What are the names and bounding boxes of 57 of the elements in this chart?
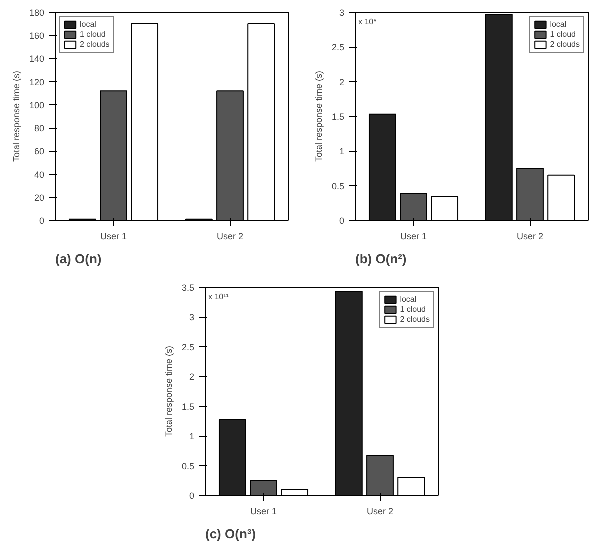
y-axis-title: Total response time (s) [314,70,324,162]
x-tick-label: User 2 [516,232,544,242]
bar [548,174,576,220]
bar [248,24,276,220]
bar [368,114,396,220]
text: (a) O(n) [56,252,102,266]
y-tick-label: 2 [339,77,345,88]
y-tick-label: 3 [339,8,345,18]
y-tick-label: 140 [29,54,45,64]
y-tick-label: 0.5 [332,181,345,192]
x-tick-label: User 1 [400,232,428,242]
legend-label: 1 cloud [80,30,106,39]
y-tick-label: 100 [29,100,45,110]
y-tick-label: 180 [29,8,45,18]
y-tick-label: 1 [189,432,195,442]
y-tick-label: 120 [29,77,45,88]
y-tick-label: 0 [39,216,45,226]
y-tick-label: 20 [34,192,45,203]
x-tick-label: User 1 [100,232,128,242]
legend-label: 2 clouds [80,40,110,49]
y-tick-label: 0.5 [182,461,195,472]
y-axis-title: Total response time (s) [11,70,22,162]
legend-label: 1 cloud [550,30,576,39]
y-tick-label: 0 [339,216,345,226]
legend-label: local [80,20,98,29]
legend-label: 2 clouds [400,315,430,324]
legend-label: local [550,20,568,29]
legend-label: 2 clouds [550,40,580,49]
y-tick-label: 160 [29,31,45,42]
y-tick-label: 3 [189,312,195,323]
y-tick-label: 1.5 [332,112,345,122]
y-tick-label: 0 [189,491,195,501]
y-axis-title: Total response time (s) [164,346,174,438]
y-tick-label: 2.5 [182,342,195,352]
y-tick-label: 60 [34,146,45,157]
y-tick-label: 80 [34,124,45,134]
y-tick-label: 3.5 [182,283,195,293]
text: (b) O(n²) [356,252,407,266]
bar [398,477,426,496]
y-tick-label: 2.5 [332,42,345,53]
x-tick-label: User 1 [250,506,278,516]
bar [218,420,246,496]
text: (c) O(n³) [206,526,256,542]
legend-label: 1 cloud [400,305,426,314]
bar [131,24,159,220]
y-tick-label: 1 [339,146,345,157]
bar [335,291,363,496]
y-tick-label: 2 [189,372,195,382]
bar [431,196,459,220]
x-tick-label: User 2 [366,506,394,516]
annotation: x 10⁵ [358,18,377,26]
bar [281,489,309,496]
y-tick-label: 40 [34,170,45,180]
legend-label: local [400,295,418,304]
y-tick-label: 1.5 [182,402,195,412]
x-tick-label: User 2 [216,232,244,242]
annotation: x 10¹¹ [208,292,230,302]
